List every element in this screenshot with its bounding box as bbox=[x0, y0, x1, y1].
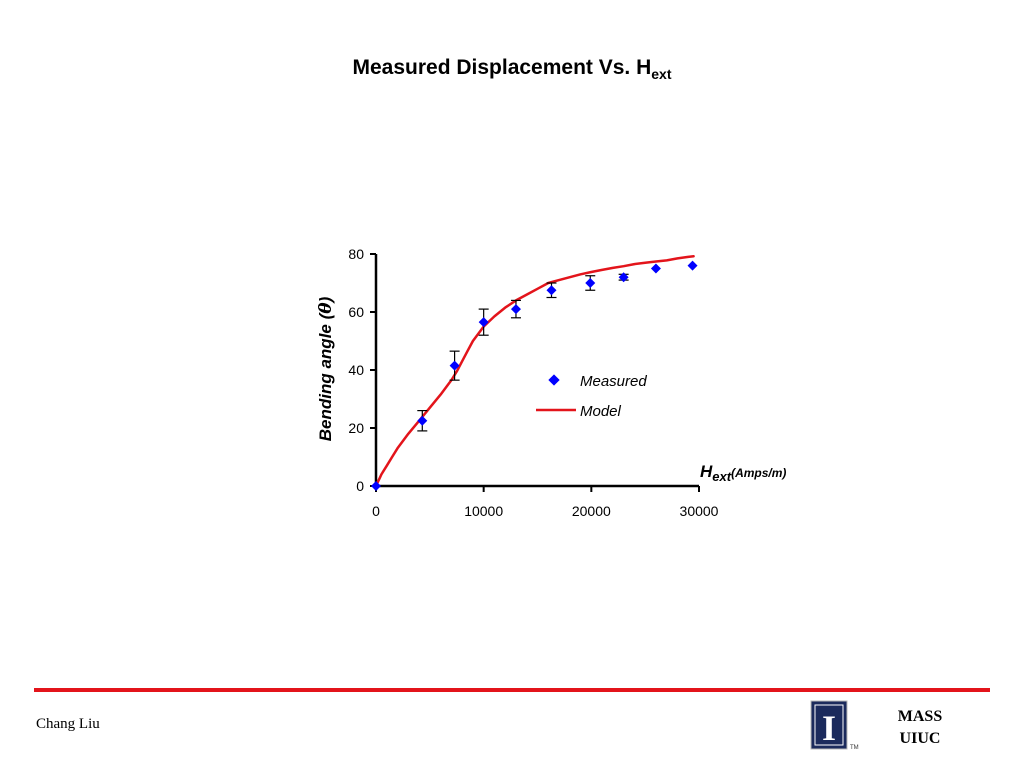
measured-series bbox=[371, 260, 698, 491]
university-logo: I TM bbox=[810, 700, 859, 751]
measured-point bbox=[478, 317, 489, 328]
x-axis-label-main: H bbox=[700, 462, 713, 481]
measured-point bbox=[687, 260, 698, 271]
chart-title: Measured Displacement Vs. Hext bbox=[0, 56, 1024, 82]
y-axis-label-symbol: θ bbox=[316, 302, 336, 314]
org-line-mass: MASS bbox=[897, 708, 943, 725]
measured-point bbox=[585, 278, 596, 288]
org-line-uiuc: UIUC bbox=[899, 730, 941, 747]
organization-label: MASS UIUC bbox=[880, 706, 960, 750]
x-tick-label: 10000 bbox=[464, 503, 503, 519]
legend: Measured Model bbox=[536, 373, 647, 420]
y-tick-label: 80 bbox=[348, 246, 364, 262]
chart-title-main: Measured Displacement Vs. H bbox=[352, 56, 652, 79]
logo-letter: I bbox=[822, 708, 836, 748]
x-axis-label: Hext(Amps/m) bbox=[700, 462, 786, 484]
y-axis-label: Bending angle (θ) bbox=[316, 296, 336, 441]
y-tick-label: 60 bbox=[348, 304, 364, 320]
measured-point bbox=[546, 285, 557, 296]
bending-angle-chart: 0 20 40 60 80 0 10000 20000 30000 Measured Model… bbox=[316, 246, 786, 519]
model-curve bbox=[374, 255, 695, 488]
x-tick-label: 20000 bbox=[572, 503, 611, 519]
model-series bbox=[374, 255, 695, 488]
author-name: Chang Liu bbox=[36, 716, 100, 732]
measured-point bbox=[510, 304, 521, 315]
measured-point bbox=[371, 481, 381, 491]
measured-point bbox=[618, 272, 629, 283]
chart-title-sub: ext bbox=[651, 66, 672, 83]
x-axis-label-units: (Amps/m) bbox=[731, 466, 786, 480]
chart-axes: 0 20 40 60 80 0 10000 20000 30000 bbox=[348, 246, 718, 519]
footer-divider bbox=[34, 688, 990, 692]
legend-label-measured: Measured bbox=[580, 373, 647, 390]
y-axis-label-main: Bending angle ( bbox=[316, 311, 335, 441]
y-tick-label: 0 bbox=[356, 478, 364, 494]
y-axis-label-close: ) bbox=[316, 296, 335, 304]
measured-point bbox=[417, 415, 428, 426]
x-axis-label-sub: ext bbox=[712, 469, 731, 484]
y-tick-label: 40 bbox=[348, 362, 364, 378]
measured-point bbox=[449, 360, 460, 371]
legend-label-model: Model bbox=[580, 403, 622, 420]
x-tick-label: 0 bbox=[372, 503, 380, 519]
legend-marker-measured bbox=[548, 374, 560, 386]
measured-point bbox=[650, 263, 661, 274]
x-tick-label: 30000 bbox=[680, 503, 719, 519]
y-tick-label: 20 bbox=[348, 420, 364, 436]
trademark-mark: TM bbox=[850, 745, 859, 751]
